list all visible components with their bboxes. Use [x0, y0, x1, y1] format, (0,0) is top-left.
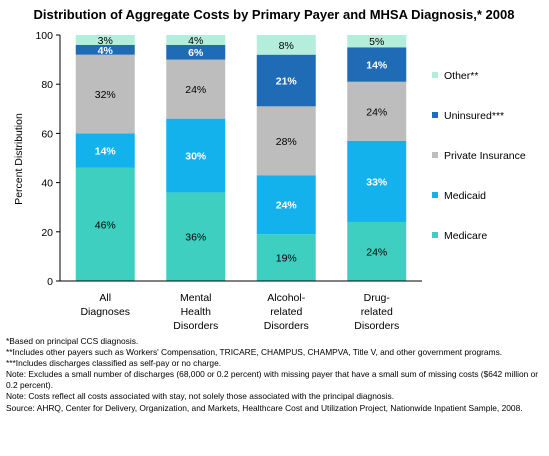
- x-category-label: Disorders: [354, 320, 399, 332]
- bar-segment: [256, 54, 316, 107]
- footnote-principal-ccs: *Based on principal CCS diagnosis.: [6, 336, 139, 346]
- bar-segment: [166, 118, 226, 193]
- bar-segment: [347, 81, 407, 141]
- x-category-label: related: [270, 306, 302, 318]
- x-axis-category-labels: All Diagnoses Mental Health Disorders Alcohol…: [80, 292, 399, 332]
- y-axis-ticks: 0 20 40 60 80 100: [35, 30, 60, 288]
- footnote-uninsured: ***Includes discharges classified as sel…: [6, 358, 222, 369]
- bar-value-label: 28%: [276, 136, 297, 148]
- footnote-other-payers: **Includes other payers such as Workers'…: [6, 347, 503, 358]
- x-category-label: All: [99, 292, 111, 304]
- bar-value-label: 8%: [279, 40, 294, 52]
- bar-value-label: 30%: [185, 151, 207, 163]
- footnote-missing-payer: Note: Excludes a small number of dischar…: [6, 369, 539, 391]
- legend-label: Other**: [444, 70, 478, 82]
- legend-label: Private Insurance: [444, 150, 526, 162]
- bar-value-label: 19%: [276, 253, 297, 265]
- bar-segment: [75, 44, 135, 55]
- x-category-label: Disorders: [264, 320, 309, 332]
- bar-value-label: 3%: [98, 35, 113, 47]
- y-tick-label: 20: [41, 227, 53, 239]
- legend-swatch: [432, 112, 438, 118]
- bar-value-label: 36%: [185, 232, 206, 244]
- legend-swatch: [432, 192, 438, 198]
- x-category-label: Disorders: [173, 320, 218, 332]
- bar-segment: [166, 44, 226, 60]
- legend-label: Medicaid: [444, 190, 486, 202]
- x-category-label: Health: [181, 306, 212, 318]
- bar-segment: [347, 221, 407, 281]
- bar-segment: [166, 192, 226, 281]
- bar-value-label: 5%: [369, 36, 384, 48]
- x-category-label: Drug-: [364, 292, 391, 304]
- y-tick-label: 100: [35, 30, 53, 42]
- bar-value-label: 4%: [188, 35, 203, 47]
- stacked-bar-chart: Distribution of Aggregate Costs by Prima…: [13, 7, 526, 332]
- legend-label: Medicare: [444, 230, 487, 242]
- bar-segment: [347, 35, 407, 48]
- bar-value-label: 6%: [188, 47, 204, 59]
- bar-value-label: 24%: [185, 84, 206, 96]
- x-category-label: Mental: [180, 292, 212, 304]
- x-category-label: related: [361, 306, 393, 318]
- chart-title: Distribution of Aggregate Costs by Prima…: [34, 7, 515, 22]
- bar-segment: [75, 167, 135, 281]
- x-category-label: Alcohol-: [267, 292, 305, 304]
- y-axis-title: Percent Distribution: [13, 113, 25, 205]
- footnotes: *Based on principal CCS diagnosis. **Inc…: [6, 336, 546, 414]
- bar-value-label: 21%: [276, 76, 298, 88]
- bar-value-label: 14%: [366, 60, 388, 72]
- bar-value-label: 24%: [366, 106, 387, 118]
- legend-swatch: [432, 72, 438, 78]
- y-tick-label: 0: [47, 276, 53, 288]
- bar-segment: [75, 133, 135, 168]
- bar-segment: [75, 35, 135, 45]
- bar-value-label: 24%: [276, 200, 298, 212]
- bar-value-label: 32%: [95, 89, 116, 101]
- y-tick-label: 40: [41, 178, 53, 190]
- legend-swatch: [432, 152, 438, 158]
- bar-value-label: 46%: [95, 219, 116, 231]
- footnote-costs: Note: Costs reflect all costs associated…: [6, 391, 395, 402]
- legend-label: Uninsured***: [444, 110, 504, 122]
- legend-swatch: [432, 232, 438, 238]
- bar-value-label: 24%: [366, 246, 387, 258]
- x-category-label: Diagnoses: [80, 306, 130, 318]
- bars-group: 46%14%32%4%3%36%30%24%6%4%19%24%28%21%8%…: [75, 35, 407, 281]
- bar-segment: [347, 140, 407, 222]
- bar-value-label: 14%: [95, 146, 117, 158]
- y-tick-label: 60: [41, 128, 53, 140]
- bar-segment: [166, 59, 226, 119]
- bar-segment: [166, 35, 226, 45]
- bar-segment: [256, 175, 316, 235]
- bar-segment: [347, 47, 407, 82]
- bar-value-label: 4%: [98, 45, 114, 57]
- legend: Other** Uninsured*** Private Insurance Medi…: [432, 70, 526, 242]
- y-tick-label: 80: [41, 79, 53, 91]
- bar-segment: [75, 54, 135, 134]
- bar-value-label: 33%: [366, 176, 388, 188]
- footnote-source: Source: AHRQ, Center for Delivery, Organ…: [6, 402, 523, 413]
- bar-segment: [256, 106, 316, 176]
- bar-segment: [256, 234, 316, 281]
- bar-segment: [256, 35, 316, 55]
